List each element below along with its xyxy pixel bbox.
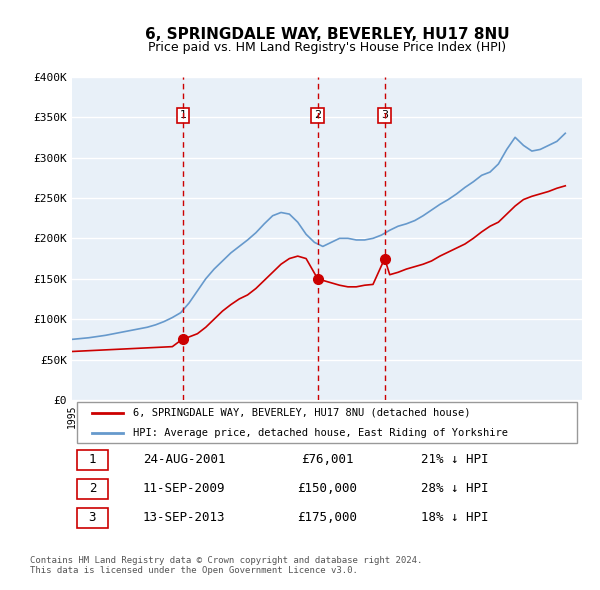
FancyBboxPatch shape [77, 402, 577, 443]
FancyBboxPatch shape [77, 450, 108, 470]
Text: 3: 3 [381, 110, 388, 120]
Text: 3: 3 [89, 512, 96, 525]
Text: 2: 2 [314, 110, 321, 120]
Text: 18% ↓ HPI: 18% ↓ HPI [421, 512, 488, 525]
Text: 13-SEP-2013: 13-SEP-2013 [143, 512, 226, 525]
Text: £76,001: £76,001 [301, 453, 353, 466]
Text: 6, SPRINGDALE WAY, BEVERLEY, HU17 8NU (detached house): 6, SPRINGDALE WAY, BEVERLEY, HU17 8NU (d… [133, 408, 471, 418]
Text: Contains HM Land Registry data © Crown copyright and database right 2024.
This d: Contains HM Land Registry data © Crown c… [30, 556, 422, 575]
Text: 28% ↓ HPI: 28% ↓ HPI [421, 483, 488, 496]
Text: 1: 1 [179, 110, 187, 120]
Text: 24-AUG-2001: 24-AUG-2001 [143, 453, 226, 466]
FancyBboxPatch shape [77, 508, 108, 528]
Text: 21% ↓ HPI: 21% ↓ HPI [421, 453, 488, 466]
Text: 2: 2 [89, 483, 96, 496]
Text: HPI: Average price, detached house, East Riding of Yorkshire: HPI: Average price, detached house, East… [133, 428, 508, 438]
Text: 1: 1 [89, 453, 96, 466]
Text: £150,000: £150,000 [297, 483, 357, 496]
Text: 11-SEP-2009: 11-SEP-2009 [143, 483, 226, 496]
Text: Price paid vs. HM Land Registry's House Price Index (HPI): Price paid vs. HM Land Registry's House … [148, 41, 506, 54]
Text: £175,000: £175,000 [297, 512, 357, 525]
Text: 6, SPRINGDALE WAY, BEVERLEY, HU17 8NU: 6, SPRINGDALE WAY, BEVERLEY, HU17 8NU [145, 27, 509, 41]
FancyBboxPatch shape [77, 478, 108, 499]
